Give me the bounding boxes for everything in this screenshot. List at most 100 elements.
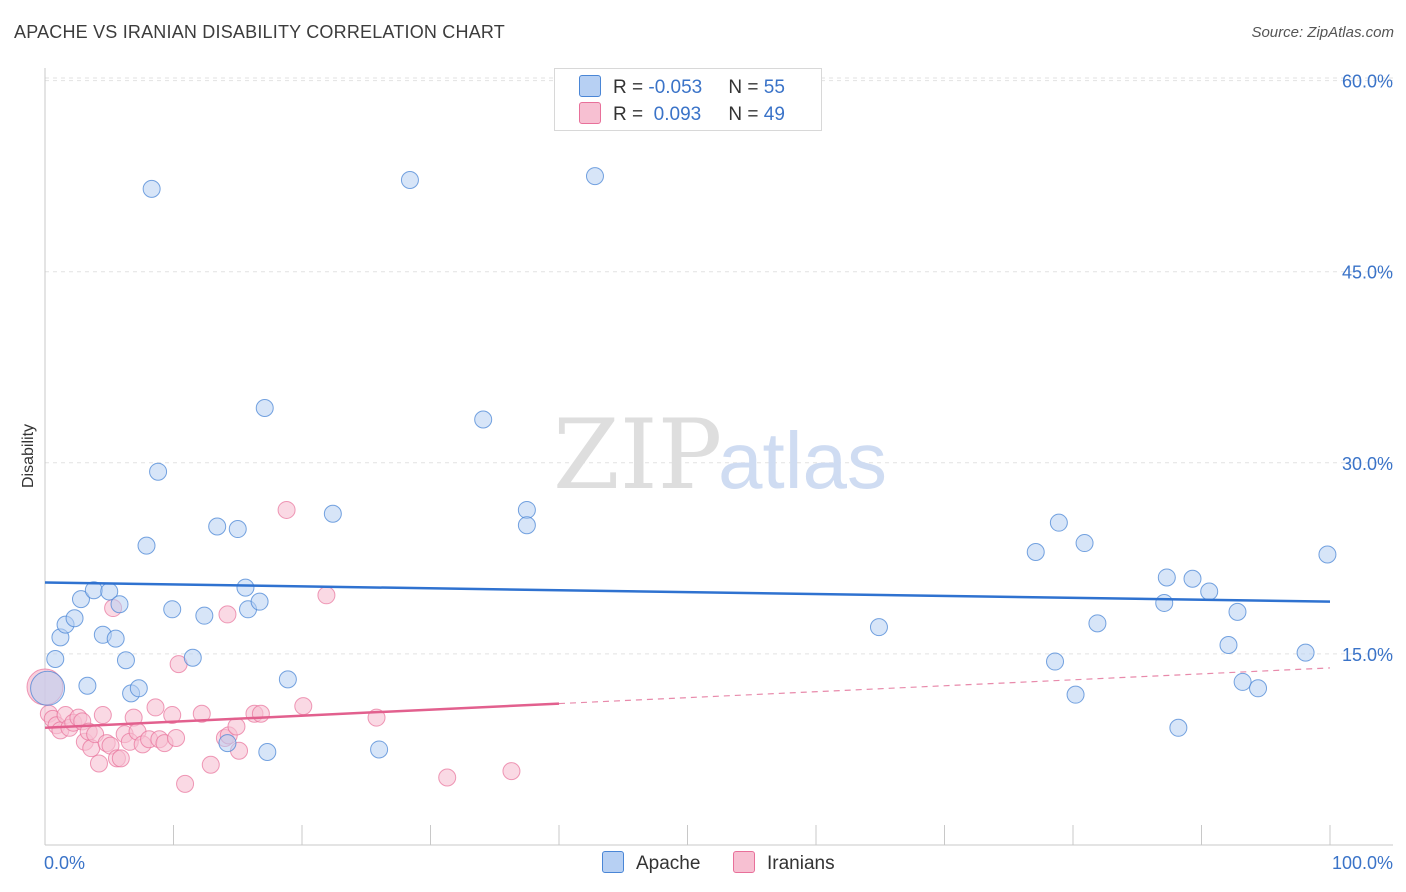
legend-apache-n-value: 55 bbox=[763, 77, 785, 98]
apache-point bbox=[46, 649, 65, 668]
apache-point bbox=[1233, 672, 1252, 691]
apache-point bbox=[1046, 652, 1065, 671]
iranian-point bbox=[167, 728, 186, 747]
y-tick-label-30: 30.0% bbox=[1342, 454, 1393, 474]
y-tick-label-60: 60.0% bbox=[1342, 72, 1393, 92]
apache-swatch-icon bbox=[579, 75, 601, 97]
trend-lines bbox=[44, 581, 1331, 730]
apache-point bbox=[183, 648, 202, 667]
apache-point bbox=[1183, 569, 1202, 588]
apache-point bbox=[1155, 593, 1174, 612]
apache-point bbox=[474, 410, 493, 429]
legend-iranian-r-label: R = bbox=[613, 104, 649, 125]
apache-point bbox=[116, 651, 135, 670]
apache-point bbox=[1249, 679, 1268, 698]
legend-row-apache: R = -0.053 N = 55 bbox=[579, 75, 785, 99]
watermark: ZIP atlas bbox=[553, 399, 887, 511]
iranian-point bbox=[111, 749, 130, 768]
apache-point bbox=[370, 740, 389, 759]
apache-point bbox=[195, 606, 214, 625]
grid-lines bbox=[45, 77, 1393, 655]
apache-point bbox=[1228, 602, 1247, 621]
apache-point bbox=[1169, 718, 1188, 737]
apache-point bbox=[1026, 542, 1045, 561]
apache-point bbox=[106, 629, 125, 648]
apache-point bbox=[65, 609, 84, 628]
apache-point bbox=[869, 618, 888, 637]
legend-row-iranian: R = 0.093 N = 49 bbox=[579, 102, 785, 126]
iranian-point bbox=[251, 704, 270, 723]
apache-point bbox=[149, 462, 168, 481]
chart-title: APACHE VS IRANIAN DISABILITY CORRELATION… bbox=[14, 22, 505, 42]
apache-point bbox=[278, 670, 297, 689]
iranian-point bbox=[317, 586, 336, 605]
bottom-legend-iranians-label: Iranians bbox=[767, 853, 835, 874]
watermark-atlas: atlas bbox=[718, 416, 887, 505]
apache-point bbox=[1088, 614, 1107, 633]
iranian-point bbox=[277, 500, 296, 519]
y-tick-label-45: 45.0% bbox=[1342, 263, 1393, 283]
y-tick-label-15: 15.0% bbox=[1342, 645, 1393, 665]
iranian-point bbox=[89, 754, 108, 773]
apache-point bbox=[1049, 513, 1068, 532]
iranian-point bbox=[146, 698, 165, 717]
legend-apache-n-label: N = bbox=[728, 77, 764, 98]
iranian-point bbox=[218, 605, 237, 624]
iranian-point bbox=[502, 762, 521, 781]
watermark-zip: ZIP bbox=[553, 399, 722, 511]
y-axis-tick-labels: 15.0% 30.0% 45.0% 60.0% bbox=[1342, 72, 1393, 665]
iranian-point bbox=[201, 755, 220, 774]
iranian-trend-line bbox=[44, 702, 560, 730]
iranian-trend-extension bbox=[558, 667, 1331, 705]
apache-point bbox=[208, 517, 227, 536]
iranian-point bbox=[163, 706, 182, 725]
apache-point bbox=[1075, 534, 1094, 553]
iranian-point bbox=[294, 697, 313, 716]
bottom-legend-iranians: Iranians bbox=[733, 851, 835, 875]
legend-iranian-n-value: 49 bbox=[763, 104, 785, 125]
apache-point bbox=[1157, 568, 1176, 587]
iranian-point bbox=[192, 704, 211, 723]
correlation-legend: R = -0.053 N = 55 R = 0.093 N = 49 bbox=[554, 68, 822, 131]
x-tick-label-min: 0.0% bbox=[44, 853, 85, 873]
legend-iranian-n-label: N = bbox=[728, 104, 764, 125]
apache-point bbox=[228, 520, 247, 539]
apache-point bbox=[323, 504, 342, 523]
apache-point bbox=[110, 595, 129, 614]
apache-point bbox=[255, 399, 274, 418]
iranian-point bbox=[93, 706, 112, 725]
apache-point bbox=[71, 590, 90, 609]
apache-point bbox=[1066, 685, 1085, 704]
apache-point bbox=[137, 536, 156, 555]
apache-point bbox=[585, 167, 604, 186]
apache-legend-swatch-icon bbox=[602, 851, 624, 873]
apache-point bbox=[517, 516, 536, 535]
apache-point bbox=[258, 742, 277, 761]
iranian-point bbox=[438, 768, 457, 787]
apache-point bbox=[1296, 643, 1315, 662]
apache-point bbox=[163, 600, 182, 619]
apache-point bbox=[129, 679, 148, 698]
apache-point bbox=[142, 179, 161, 198]
apache-trend-line bbox=[44, 581, 1331, 603]
iranian-legend-swatch-icon bbox=[733, 851, 755, 873]
apache-point bbox=[1318, 545, 1337, 564]
x-tick-label-max: 100.0% bbox=[1332, 853, 1393, 873]
legend-apache-r-value: -0.053 bbox=[648, 77, 703, 98]
bottom-legend-apache: Apache bbox=[602, 851, 700, 875]
apache-point bbox=[236, 578, 255, 597]
apache-points bbox=[30, 167, 1337, 761]
legend-iranian-r-value: 0.093 bbox=[648, 104, 702, 125]
apache-point bbox=[1219, 635, 1238, 654]
apache-point bbox=[218, 734, 237, 753]
y-axis-title: Disability bbox=[20, 424, 37, 488]
bottom-legend-apache-label: Apache bbox=[636, 853, 701, 874]
apache-point bbox=[30, 670, 66, 706]
iranian-point bbox=[176, 774, 195, 793]
apache-point bbox=[517, 500, 536, 519]
apache-point bbox=[400, 170, 419, 189]
apache-point bbox=[250, 592, 269, 611]
apache-point bbox=[1200, 582, 1219, 601]
source-label: Source: ZipAtlas.com bbox=[1251, 24, 1394, 41]
